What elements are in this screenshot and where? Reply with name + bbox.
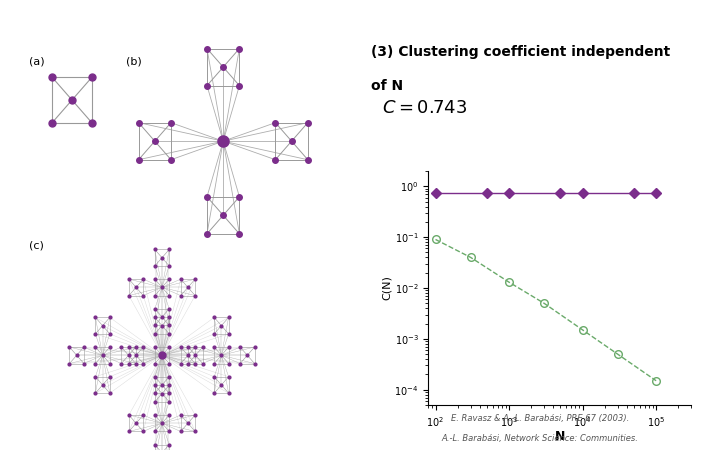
X-axis label: N: N: [554, 430, 565, 443]
Text: (c): (c): [29, 240, 44, 250]
Text: Hierarchy in networks: Hierarchy in networks: [202, 10, 409, 28]
Text: $C = 0.743$: $C = 0.743$: [382, 99, 467, 117]
Text: of N: of N: [371, 79, 403, 93]
Text: (a): (a): [29, 57, 45, 67]
Text: A.-L. Barabási, Network Science: Communities.: A.-L. Barabási, Network Science: Communi…: [441, 434, 639, 443]
Y-axis label: C(N): C(N): [382, 275, 392, 301]
Text: Section 4: Section 4: [7, 10, 95, 28]
Text: E. Ravasz & A.-L. Barabási, PRE 67 (2003).: E. Ravasz & A.-L. Barabási, PRE 67 (2003…: [451, 414, 629, 423]
Text: (b): (b): [126, 57, 142, 67]
Text: (3) Clustering coefficient independent: (3) Clustering coefficient independent: [371, 45, 670, 59]
